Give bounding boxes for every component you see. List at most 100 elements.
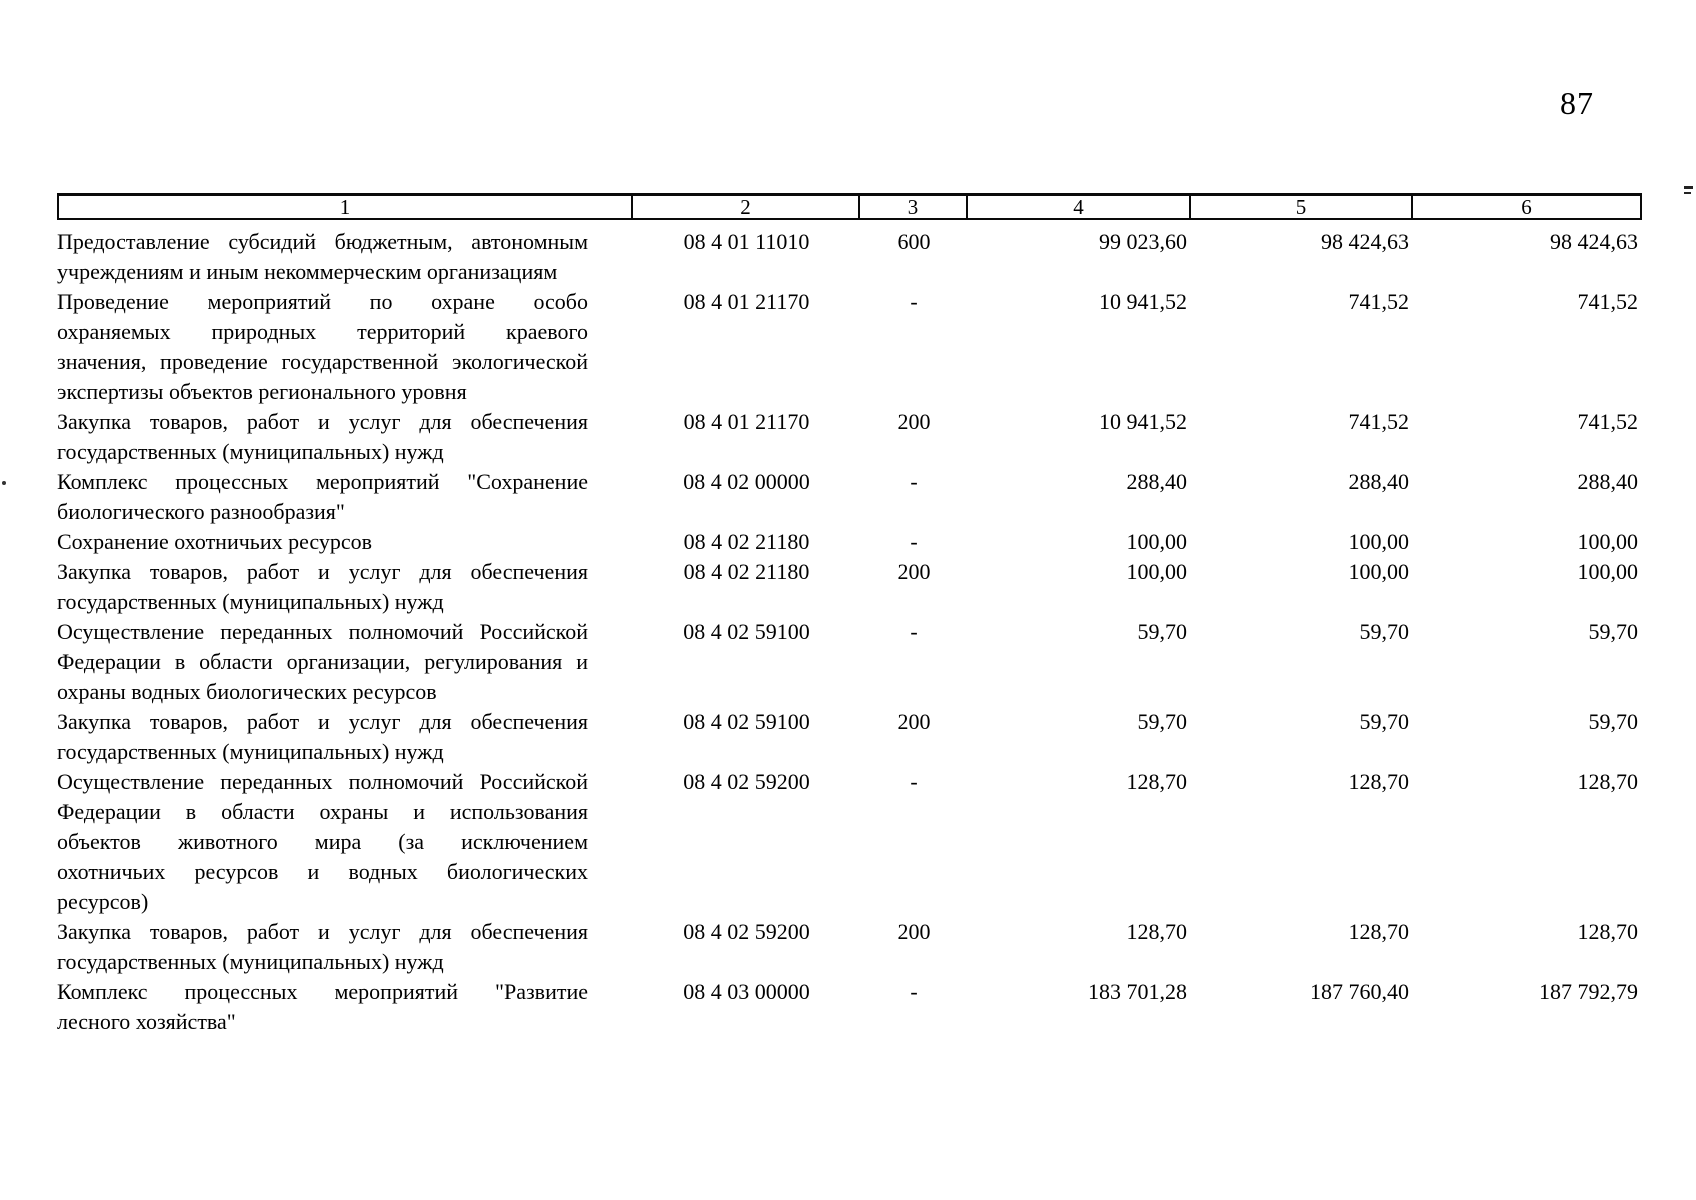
amount-col4-cell: 59,70 (1137, 709, 1188, 734)
code-cell: 08 4 02 59200 (683, 919, 810, 944)
budget-table: 1 2 3 4 5 6 Предоставление субсидий бюдж… (57, 193, 1642, 1037)
activity-name-line: государственных (муниципальных) нужд (57, 439, 444, 464)
table-row: Предоставление субсидий бюджетным, автон… (57, 227, 1642, 287)
expense-type-cell: - (910, 529, 918, 554)
amount-col5-cell: 741,52 (1348, 289, 1410, 314)
activity-name-line: ресурсов) (57, 889, 149, 914)
amount-col6-cell: 59,70 (1588, 619, 1639, 644)
expense-type-cell: - (910, 769, 918, 794)
activity-name-cell: Проведение мероприятий по охране особо ох… (57, 287, 633, 407)
activity-name-line: экспертизы объектов регионального уровня (57, 379, 467, 404)
table-row: Комплекс процессных мероприятий "Развити… (57, 977, 1642, 1037)
amount-col6-cell: 741,52 (1577, 289, 1639, 314)
header-cell-6: 6 (1521, 195, 1532, 219)
expense-type-cell: 200 (897, 559, 931, 584)
activity-name-line: Закупка товаров, работ и услуг для обесп… (57, 559, 588, 584)
amount-col4-cell: 128,70 (1126, 919, 1188, 944)
expense-type-cell: 600 (897, 229, 931, 254)
expense-type-cell: 200 (897, 709, 931, 734)
header-cell-5: 5 (1191, 196, 1413, 218)
amount-col4-cell: 10 941,52 (1099, 289, 1187, 314)
activity-name-line: объектов животного мира (за исключением (57, 829, 588, 854)
activity-name-line: Комплекс процессных мероприятий "Развити… (57, 979, 588, 1004)
code-cell: 08 4 02 59100 (683, 709, 810, 734)
scan-artifact (1684, 186, 1694, 198)
activity-name-line: Закупка товаров, работ и услуг для обесп… (57, 919, 588, 944)
activity-name-line: Сохранение охотничьих ресурсов (57, 529, 373, 554)
scan-artifact-mark (1684, 186, 1693, 189)
code-cell: 08 4 03 00000 (683, 979, 810, 1004)
activity-name-line: охраняемых природных территорий краевого (57, 319, 588, 344)
amount-col4-cell: 10 941,52 (1099, 409, 1187, 434)
activity-name-cell: Закупка товаров, работ и услуг для обесп… (57, 557, 633, 617)
code-cell: 08 4 02 00000 (683, 469, 810, 494)
activity-name-cell: Закупка товаров, работ и услуг для обесп… (57, 917, 633, 977)
code-cell: 08 4 01 21170 (683, 289, 810, 314)
table-row: Комплекс процессных мероприятий "Сохране… (57, 467, 1642, 527)
activity-name-line: государственных (муниципальных) нужд (57, 589, 444, 614)
scan-artifact-dot (2, 481, 6, 485)
amount-col5-cell: 187 760,40 (1310, 979, 1409, 1004)
expense-type-cell: - (910, 289, 918, 314)
activity-name-line: Осуществление переданных полномочий Росс… (57, 619, 588, 644)
code-cell: 08 4 02 59200 (683, 769, 810, 794)
table-row: Осуществление переданных полномочий Росс… (57, 617, 1642, 707)
activity-name-line: значения, проведение государственной эко… (57, 349, 588, 374)
table-row: Осуществление переданных полномочий Росс… (57, 767, 1642, 917)
activity-name-cell: Закупка товаров, работ и услуг для обесп… (57, 407, 633, 467)
table-row: Сохранение охотничьих ресурсов 08 4 02 21… (57, 527, 1642, 557)
amount-col5-cell: 741,52 (1348, 409, 1410, 434)
amount-col6-cell: 100,00 (1577, 559, 1639, 584)
amount-col4-cell: 100,00 (1126, 529, 1188, 554)
amount-col6-cell: 187 792,79 (1539, 979, 1638, 1004)
expense-type-cell: 200 (897, 409, 931, 434)
activity-name-line: охраны водных биологических ресурсов (57, 679, 437, 704)
scan-artifact-mark (1684, 192, 1691, 194)
code-cell: 08 4 02 59100 (683, 619, 810, 644)
page-number: 87 (1560, 85, 1594, 121)
activity-name-line: Федерации в области организации, регулир… (57, 649, 588, 674)
activity-name-cell: Комплекс процессных мероприятий "Развити… (57, 977, 633, 1037)
amount-col6-cell: 128,70 (1577, 919, 1639, 944)
activity-name-cell: Осуществление переданных полномочий Росс… (57, 767, 633, 917)
amount-col4-cell: 100,00 (1126, 559, 1188, 584)
header-cell-2: 2 (633, 196, 860, 218)
header-cell-1: 1 (59, 196, 633, 218)
amount-col4-cell: 128,70 (1126, 769, 1188, 794)
activity-name-line: Проведение мероприятий по охране особо (57, 289, 588, 314)
activity-name-line: Закупка товаров, работ и услуг для обесп… (57, 709, 588, 734)
header-cell-4: 4 (968, 196, 1191, 218)
amount-col4-cell: 288,40 (1126, 469, 1188, 494)
amount-col6-cell: 98 424,63 (1550, 229, 1638, 254)
activity-name-line: Осуществление переданных полномочий Росс… (57, 769, 588, 794)
table-body: Предоставление субсидий бюджетным, автон… (57, 227, 1642, 1037)
amount-col6-cell: 288,40 (1577, 469, 1639, 494)
activity-name-cell: Сохранение охотничьих ресурсов (57, 527, 633, 557)
expense-type-cell: - (910, 979, 918, 1004)
activity-name-line: Комплекс процессных мероприятий "Сохране… (57, 469, 588, 494)
activity-name-cell: Предоставление субсидий бюджетным, автон… (57, 227, 633, 287)
amount-col4-cell: 99 023,60 (1099, 229, 1187, 254)
table-row: Закупка товаров, работ и услуг для обесп… (57, 407, 1642, 467)
table-row: Закупка товаров, работ и услуг для обесп… (57, 707, 1642, 767)
table-row: Закупка товаров, работ и услуг для обесп… (57, 557, 1642, 617)
amount-col6-cell: 100,00 (1577, 529, 1639, 554)
activity-name-line: Предоставление субсидий бюджетным, автон… (57, 229, 588, 254)
expense-type-cell: - (910, 619, 918, 644)
header-cell-3: 3 (860, 196, 968, 218)
amount-col6-cell: 59,70 (1588, 709, 1639, 734)
code-cell: 08 4 01 21170 (683, 409, 810, 434)
activity-name-cell: Закупка товаров, работ и услуг для обесп… (57, 707, 633, 767)
code-cell: 08 4 01 11010 (683, 229, 810, 254)
activity-name-cell: Осуществление переданных полномочий Росс… (57, 617, 633, 707)
amount-col6-cell: 128,70 (1577, 769, 1639, 794)
amount-col5-cell: 59,70 (1359, 709, 1410, 734)
amount-col4-cell: 183 701,28 (1088, 979, 1187, 1004)
table-row: Закупка товаров, работ и услуг для обесп… (57, 917, 1642, 977)
amount-col5-cell: 128,70 (1348, 769, 1410, 794)
amount-col5-cell: 128,70 (1348, 919, 1410, 944)
code-cell: 08 4 02 21180 (683, 559, 810, 584)
activity-name-cell: Комплекс процессных мероприятий "Сохране… (57, 467, 633, 527)
amount-col6-cell: 741,52 (1577, 409, 1639, 434)
code-cell: 08 4 02 21180 (683, 529, 810, 554)
